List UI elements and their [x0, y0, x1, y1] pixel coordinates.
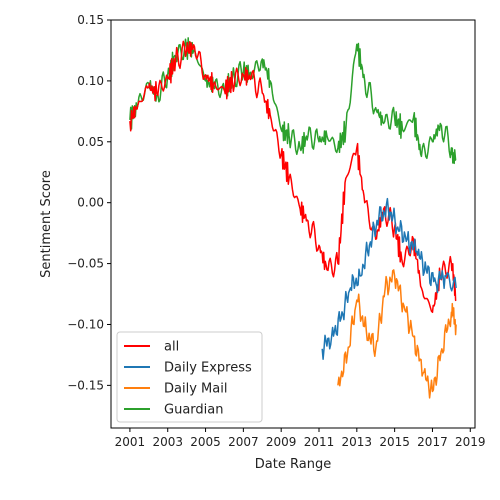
legend-label: all: [164, 340, 179, 355]
x-tick-label: 2009: [266, 435, 297, 449]
x-tick-label: 2011: [304, 435, 335, 449]
y-tick-label: −0.10: [67, 317, 104, 331]
y-tick-label: −0.05: [67, 257, 104, 271]
x-tick-label: 2013: [342, 435, 373, 449]
y-tick-label: 0.15: [77, 13, 104, 27]
y-tick-label: 0.10: [77, 74, 104, 88]
legend: all Daily Express Daily Mail Guardian: [116, 331, 263, 423]
x-tick-label: 2015: [379, 435, 410, 449]
plot-frame: [110, 19, 476, 429]
x-tick-label: 2019: [455, 435, 486, 449]
series-line-daily-express: [321, 197, 457, 360]
x-tick-label: 2005: [190, 435, 221, 449]
y-axis-label: Sentiment Score: [39, 170, 54, 278]
series-line-guardian: [129, 37, 457, 165]
y-axis-ticks: 0.15 0.10 0.05 0.00 −0.05 −0.10 −0.15: [67, 13, 111, 392]
y-tick-label: 0.00: [77, 196, 104, 210]
legend-label: Guardian: [164, 403, 223, 418]
x-axis-ticks: 2001 2003 2005 2007 2009 2011 2013 2015 2017 2019: [115, 428, 486, 449]
x-tick-label: 2007: [228, 435, 259, 449]
x-tick-label: 2001: [115, 435, 146, 449]
x-tick-label: 2017: [417, 435, 448, 449]
y-tick-label: 0.05: [77, 135, 104, 149]
legend-label: Daily Mail: [164, 382, 227, 397]
legend-label: Daily Express: [164, 361, 252, 376]
x-tick-label: 2003: [152, 435, 183, 449]
series-line-daily-mail: [337, 269, 457, 399]
series-layer: [129, 37, 457, 399]
y-tick-label: −0.15: [67, 378, 104, 392]
series-line-all: [129, 40, 457, 314]
legend-box: [116, 331, 263, 423]
x-axis-label: Date Range: [255, 457, 331, 472]
